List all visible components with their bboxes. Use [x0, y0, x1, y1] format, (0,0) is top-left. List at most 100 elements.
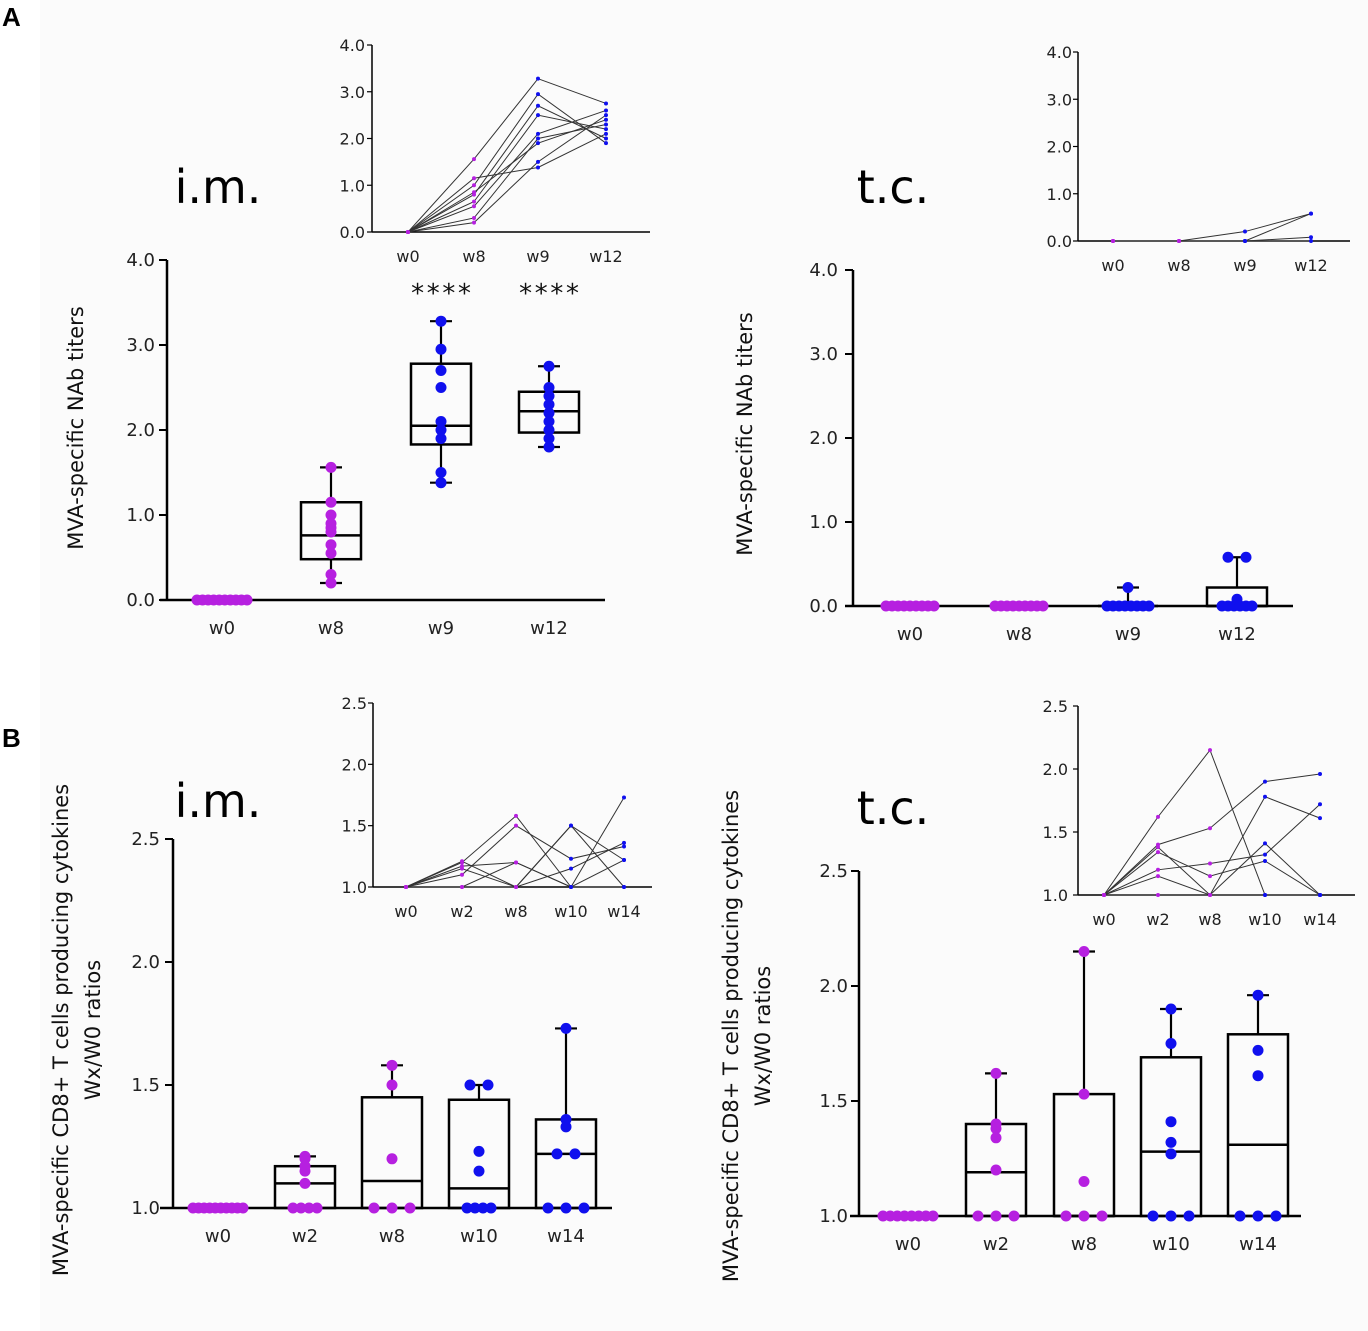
- x-tick-label: w14: [1239, 1234, 1277, 1255]
- data-point: [435, 416, 447, 427]
- series-point: [604, 141, 608, 146]
- data-point: [990, 1067, 1002, 1079]
- series-point: [1156, 874, 1160, 879]
- data-point: [560, 1022, 572, 1034]
- series-point: [604, 101, 608, 106]
- y-axis-title: MVA-specific NAb titers: [64, 306, 88, 550]
- data-point: [325, 539, 337, 551]
- y-tick-label: 2.5: [1043, 697, 1068, 716]
- data-point: [543, 382, 555, 393]
- x-tick-label: w0: [209, 618, 235, 639]
- y-axis-title: MVA-specific CD8+ T cells producing cyto…: [49, 784, 73, 1276]
- route-label: i.m.: [175, 160, 262, 214]
- A-im-inset-chart: 0.0 1.0 2.0 3.0 4.0 w0 w8 w9 w12: [340, 36, 650, 266]
- data-point: [325, 496, 337, 508]
- data-point: [237, 1202, 249, 1214]
- data-point: [1037, 600, 1049, 612]
- series-point: [1208, 748, 1212, 753]
- x-tick-label: w10: [1152, 1234, 1190, 1255]
- data-point: [927, 1210, 939, 1222]
- y-tick-label: 3.0: [126, 335, 155, 356]
- data-point: [543, 399, 555, 410]
- data-point: [990, 1132, 1002, 1144]
- series-point: [1243, 229, 1247, 234]
- data-point: [386, 1079, 398, 1091]
- data-point: [1147, 1210, 1159, 1222]
- series-line: [407, 105, 607, 233]
- y-tick-label: 1.5: [131, 1075, 160, 1096]
- data-point: [461, 1202, 473, 1214]
- series-point: [460, 859, 464, 864]
- data-point: [1246, 600, 1258, 612]
- series-point: [1263, 852, 1267, 857]
- series-point: [460, 866, 464, 871]
- series-point: [536, 113, 540, 118]
- data-point: [435, 424, 447, 436]
- x-tick-label: w0: [1092, 910, 1115, 929]
- y-tick-label: 4.0: [126, 250, 155, 271]
- series-point: [1156, 814, 1160, 819]
- series-point: [536, 136, 540, 141]
- data-point: [477, 1202, 489, 1214]
- series-point: [1309, 235, 1313, 240]
- data-point: [1252, 989, 1264, 1001]
- data-point: [299, 1150, 311, 1162]
- series-point: [604, 113, 608, 118]
- x-tick-label: w2: [983, 1234, 1009, 1255]
- data-point: [1165, 1116, 1177, 1128]
- series-point: [1263, 858, 1267, 863]
- y-tick-label: 2.0: [1047, 138, 1072, 157]
- series-point: [622, 844, 626, 849]
- series-line: [407, 133, 607, 233]
- series-line: [407, 119, 607, 233]
- data-point: [435, 433, 447, 444]
- y-tick-label: 1.0: [1043, 886, 1068, 905]
- series-point: [472, 190, 476, 195]
- series-point: [604, 117, 608, 122]
- data-point: [1122, 582, 1134, 594]
- series-point: [1318, 772, 1322, 777]
- data-point: [543, 416, 555, 427]
- data-point: [325, 518, 337, 529]
- y-tick-label: 0.0: [1047, 232, 1072, 251]
- y-tick-label: 1.0: [819, 1206, 848, 1227]
- series-point: [1318, 816, 1322, 821]
- data-point: [325, 547, 337, 559]
- y-tick-label: 1.0: [1047, 185, 1072, 204]
- series-point: [604, 136, 608, 141]
- y-tick-label: 1.0: [126, 505, 155, 526]
- data-point: [543, 360, 555, 372]
- x-tick-label: w14: [547, 1226, 585, 1247]
- y-tick-label: 0.0: [809, 596, 838, 617]
- x-tick-label: w12: [589, 247, 622, 266]
- series-point: [472, 220, 476, 225]
- series-point: [460, 872, 464, 877]
- x-tick-label: w2: [450, 902, 473, 921]
- y-tick-label: 2.5: [342, 694, 367, 713]
- y-axis-subtitle: Wx/W0 ratios: [81, 960, 105, 1100]
- data-point: [1078, 1176, 1090, 1187]
- series-point: [536, 159, 540, 164]
- series-point: [1102, 893, 1106, 897]
- series-point: [1208, 874, 1212, 879]
- x-tick-label: w0: [394, 902, 417, 921]
- data-point: [972, 1210, 984, 1222]
- data-point: [386, 1059, 398, 1071]
- x-tick-label: w8: [318, 618, 344, 639]
- series-point: [604, 131, 608, 136]
- data-point: [469, 1202, 481, 1214]
- y-tick-label: 1.0: [342, 878, 367, 897]
- data-point: [287, 1202, 299, 1214]
- y-tick-label: 1.0: [809, 512, 838, 533]
- y-tick-label: 1.5: [342, 817, 367, 836]
- data-point: [990, 1164, 1002, 1176]
- y-tick-label: 2.5: [819, 861, 848, 882]
- data-point: [1234, 1210, 1246, 1222]
- route-label: t.c.: [857, 160, 930, 214]
- y-tick-label: 4.0: [809, 260, 838, 281]
- data-point: [485, 1202, 497, 1214]
- series-point: [1263, 841, 1267, 846]
- x-tick-label: w0: [895, 1234, 921, 1255]
- data-point: [1165, 1210, 1177, 1222]
